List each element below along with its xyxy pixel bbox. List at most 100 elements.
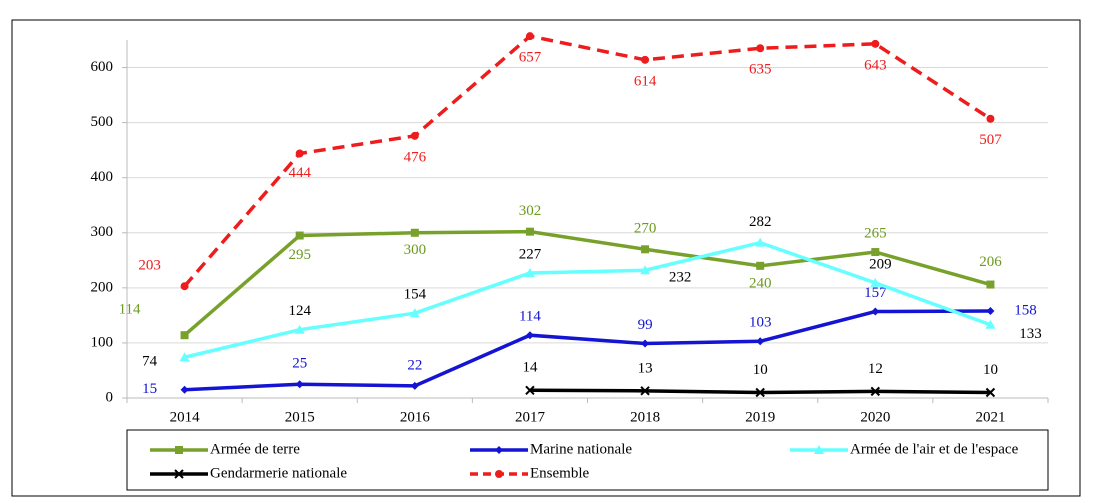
point [641,339,650,348]
point [295,231,304,240]
legend-item: Ensemble [470,465,589,481]
point [180,282,189,291]
data-label: 158 [1014,302,1037,318]
data-label: 265 [864,225,887,241]
series-line [183,229,991,337]
point [179,352,190,362]
legend-item: Gendarmerie nationale [150,465,347,481]
data-label: 22 [407,357,422,373]
y-tick-label: 300 [91,224,114,240]
legend-label: Marine nationale [530,441,632,457]
data-label: 133 [1019,326,1042,342]
y-tick-label: 0 [106,389,114,405]
data-label: 10 [983,362,998,378]
y-tick-label: 500 [91,114,114,130]
data-label: 13 [638,360,653,376]
legend-item: Armée de terre [150,441,300,457]
point [871,248,880,257]
data-label: 507 [979,132,1002,148]
legend-label: Gendarmerie nationale [210,465,347,481]
series: 74 124 154 227 232 282 209 133 [142,214,1042,370]
legend-marker [495,470,503,478]
legend-marker [174,469,184,479]
data-label: 99 [638,317,653,333]
x-tick-label: 2015 [285,409,315,425]
series-line [184,309,991,392]
data-label: 302 [519,203,542,219]
point [180,385,189,394]
data-label: 282 [749,214,772,230]
data-label: 124 [288,303,311,319]
series: 15 25 22 114 99 103 157 158 [142,285,1037,397]
x-tick-label: 2019 [745,409,775,425]
point [986,114,995,123]
legend-label: Armée de terre [210,441,300,457]
x-tick-label: 2017 [515,409,546,425]
series: 114 295 300 302 270 240 265 206 [119,203,1002,340]
point [985,319,996,329]
point [641,55,650,64]
point [986,280,995,289]
data-label: 227 [519,246,542,262]
data-label: 643 [864,57,887,73]
point [640,265,651,275]
series: 14 13 10 12 10 [522,360,998,398]
legend-marker [175,446,183,454]
data-label: 635 [749,62,772,78]
data-label: 270 [634,221,657,237]
data-label: 614 [634,73,657,89]
data-label: 10 [753,362,768,378]
point [525,32,534,41]
data-label: 444 [288,165,311,181]
point [755,237,766,247]
x-tick-label: 2020 [860,409,890,425]
data-label: 295 [288,247,311,263]
y-tick-label: 100 [91,334,114,350]
x-tick-label: 2021 [975,409,1005,425]
y-tick-label: 600 [91,59,114,75]
y-tick-label: 400 [91,169,114,185]
data-label: 157 [864,285,887,301]
data-label: 209 [869,256,892,272]
point [756,261,765,270]
data-label: 12 [868,361,883,377]
legend-frame [126,429,1049,491]
series: 203 444 476 657 614 635 643 507 [138,32,1002,291]
point [410,381,419,390]
x-tick-label: 2014 [170,409,201,425]
x-tick-label: 2016 [400,409,431,425]
point [871,39,880,48]
data-label: 15 [142,381,157,397]
data-label: 206 [979,254,1002,270]
data-label: 476 [404,149,427,165]
point [525,331,534,340]
data-label: 103 [749,315,772,331]
point [986,306,995,315]
point [294,324,305,334]
data-label: 240 [749,275,772,291]
data-label: 74 [142,354,158,370]
legend-item: Armée de l'air et de l'espace [790,441,1019,457]
point [525,227,534,236]
x-tick-label: 2018 [630,409,660,425]
point [640,386,650,396]
point [409,308,420,318]
point [410,131,419,140]
data-label: 300 [404,242,427,258]
point [870,277,881,287]
legend-item: Marine nationale [470,441,632,457]
point [295,149,304,158]
point [985,387,996,398]
data-label: 114 [519,309,541,325]
data-label: 657 [519,50,542,66]
point [641,245,650,254]
legend-marker [495,446,503,454]
legend-label: Ensemble [530,465,589,481]
data-label: 154 [404,287,427,303]
point [870,386,881,397]
data-label: 232 [669,270,692,286]
point [756,44,765,53]
point [524,267,535,277]
point [755,387,765,398]
